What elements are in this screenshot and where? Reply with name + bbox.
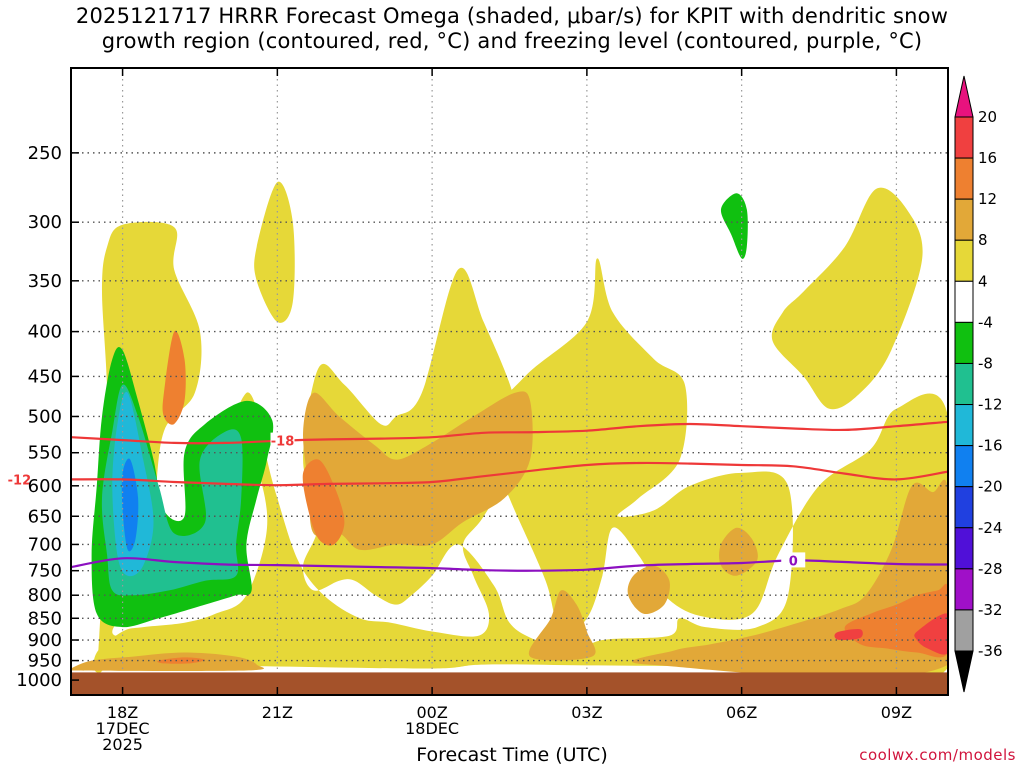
x-tick-label-0-1: 17DEC (96, 719, 150, 738)
omega-region-red-09z-strong (914, 613, 948, 655)
omega-region-green-06z-blob (720, 193, 748, 259)
colorbar-label-13: -36 (978, 642, 1003, 660)
y-tick-label-350: 350 (28, 271, 62, 292)
x-tick-label-6-1: 18DEC (405, 719, 459, 738)
chart-title-line-2: growth region (contoured, red, °C) and f… (101, 29, 923, 53)
source-credit: coolwx.com/models (859, 746, 1016, 764)
omega-region-orange-strong-21z (302, 459, 345, 546)
colorbar-bin-5 (954, 280, 974, 323)
y-tick-label-800: 800 (28, 585, 62, 606)
y-tick-label-900: 900 (28, 630, 62, 651)
colorbar-label-1: 16 (978, 149, 997, 167)
colorbar-bin-2 (954, 157, 974, 200)
colorbar-bin-8 (954, 404, 974, 447)
x-tick-label-15-0: 09Z (881, 703, 912, 722)
colorbar-label-0: 20 (978, 108, 997, 126)
omega-region-red-0830z-blob (834, 629, 863, 641)
colorbar-label-11: -28 (978, 560, 1003, 578)
omega-region-yellow-09z-upper (771, 187, 923, 410)
grid-lines (71, 68, 948, 695)
omega-region-orange-fill-core (303, 391, 533, 551)
colorbar-bin-11 (954, 527, 974, 570)
y-tick-label-1000: 1000 (16, 670, 62, 691)
plot-frame (70, 67, 949, 696)
colorbar-label-8: -16 (978, 437, 1003, 455)
colorbar-label-6: -8 (978, 354, 993, 372)
colorbar-bin-13 (954, 609, 974, 652)
x-tick-label-12-0: 06Z (726, 703, 757, 722)
omega-region-orange-strong-19z (162, 330, 186, 425)
colorbar-label-10: -24 (978, 519, 1003, 537)
contour-labels: -18 -12 0 (7, 432, 806, 569)
dgz-bottom-contour-label-bg (7, 471, 32, 487)
colorbar-bin-3 (954, 198, 974, 241)
colorbar-bin-1 (954, 116, 974, 159)
colorbar-label-12: -32 (978, 601, 1003, 619)
dgz-bottom-contour-label: -12 (8, 473, 32, 488)
x-tick-label-0-0: 18Z (107, 703, 138, 722)
freezing-level-contour-label: 0 (789, 554, 798, 569)
x-tick-label-3-0: 21Z (262, 703, 293, 722)
y-tick-label-600: 600 (28, 476, 62, 497)
terrain-ground (71, 672, 948, 695)
y-tick-label-650: 650 (28, 506, 62, 527)
colorbar-bin-9 (954, 445, 974, 488)
y-tick-label-750: 750 (28, 561, 62, 582)
omega-region-orange-fill-03z-patch (627, 565, 670, 615)
colorbar-label-9: -20 (978, 478, 1003, 496)
x-axis-label: Forecast Time (UTC) (416, 744, 608, 766)
colorbar-bin-6 (954, 321, 974, 364)
y-tick-label-400: 400 (28, 322, 62, 343)
y-tick-label-700: 700 (28, 534, 62, 555)
y-tick-label-250: 250 (28, 143, 62, 164)
x-tick-label-0-2: 2025 (102, 735, 143, 754)
y-tick-label-300: 300 (28, 212, 62, 233)
dgz-bottom-contour-line (71, 461, 948, 487)
chart-title-line-1: 2025121717 HRRR Forecast Omega (shaded, … (75, 4, 949, 28)
colorbar-bin-4 (954, 239, 974, 282)
omega-region-yellow-21z-tower (254, 181, 295, 323)
x-tick-label-6-0: 00Z (416, 703, 447, 722)
y-tick-label-450: 450 (28, 366, 62, 387)
colorbar-bin-12 (954, 568, 974, 611)
y-tick-label-850: 850 (28, 608, 62, 629)
omega-region-blue-18z-core (121, 458, 139, 552)
colorbar-bin-7 (954, 362, 974, 406)
colorbar-top-arrow (954, 75, 974, 118)
freezing-level-contour-label-bg (781, 552, 806, 568)
colorbar-label-4: 4 (978, 272, 988, 290)
dgz-top-contour-label-bg (270, 432, 295, 448)
y-tick-label-500: 500 (28, 406, 62, 427)
y-tick-label-950: 950 (28, 651, 62, 672)
chart-title: 2025121717 HRRR Forecast Omega (shaded, … (0, 4, 1024, 54)
colorbar-label-7: -12 (978, 396, 1003, 414)
colorbar-label-2: 12 (978, 190, 997, 208)
colorbar-label-5: -4 (978, 313, 993, 331)
dgz-top-contour-line (71, 420, 948, 445)
colorbar-bottom-arrow (954, 650, 974, 693)
colorbar-bin-10 (954, 486, 974, 529)
x-tick-label-9-0: 03Z (571, 703, 602, 722)
omega-region-orange-fill-02z-spike (528, 590, 596, 661)
y-tick-label-550: 550 (28, 443, 62, 464)
dgz-top-contour-label: -18 (271, 435, 295, 450)
colorbar-label-3: 8 (978, 231, 988, 249)
y-axis: 2503003504004505005506006507007508008509… (16, 143, 79, 691)
colorbar: 20 16 12 8 4 -4 -8 -12 -16 -20 -24 -28 -32 -36 (954, 75, 1003, 693)
